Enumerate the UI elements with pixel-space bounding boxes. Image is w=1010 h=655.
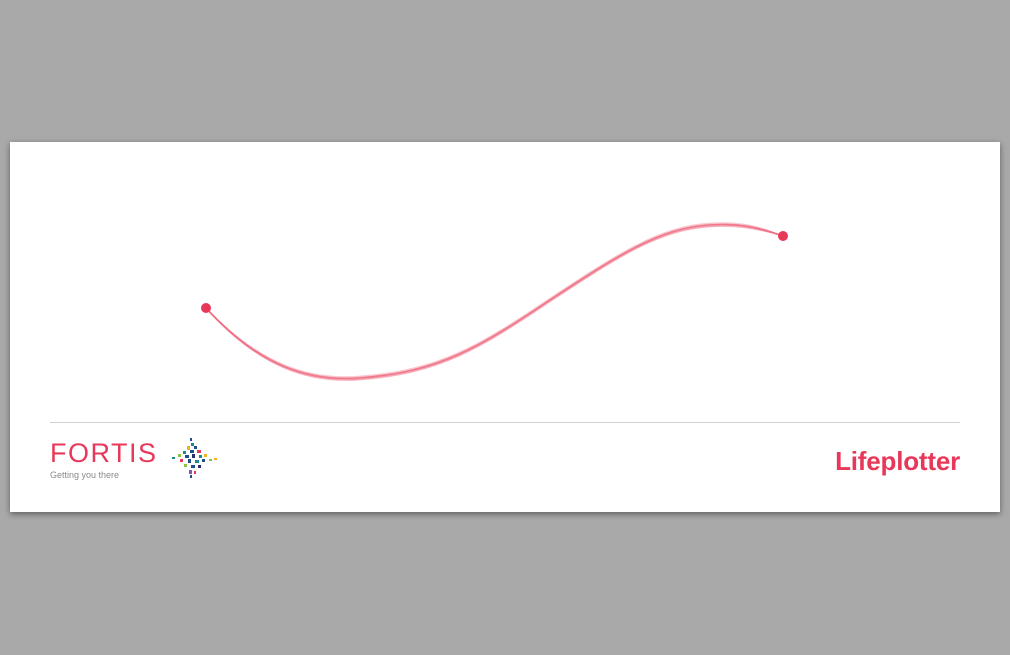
mosaic-tile: [192, 454, 195, 458]
mosaic-tile: [189, 470, 192, 474]
mosaic-tile: [197, 450, 201, 453]
mosaic-tile: [187, 446, 190, 450]
fortis-mosaic-icon: [172, 438, 217, 478]
mosaic-tile: [191, 465, 195, 468]
curve-stroke: [205, 226, 784, 381]
mosaic-tile: [190, 475, 192, 478]
curve-stroke: [205, 222, 784, 377]
curve-start-dot: [201, 303, 211, 313]
mosaic-tile: [194, 446, 197, 449]
mosaic-tile: [202, 459, 205, 462]
mosaic-tile: [190, 438, 192, 441]
banner-card: FORTIS Getting you there Lifeplotter: [10, 142, 1000, 512]
fortis-logo: FORTIS Getting you there: [50, 438, 240, 488]
mosaic-tile: [190, 450, 194, 453]
divider-line: [50, 422, 960, 423]
mosaic-tile: [178, 454, 181, 457]
mosaic-tile: [183, 451, 186, 454]
life-curve: [205, 222, 784, 381]
mosaic-tile: [204, 454, 207, 457]
mosaic-tile: [185, 455, 189, 458]
curve-stroke: [205, 225, 784, 381]
mosaic-tile: [172, 457, 175, 459]
mosaic-tile: [184, 464, 187, 467]
product-name: Lifeplotter: [835, 446, 960, 476]
mosaic-tile: [199, 455, 202, 458]
mosaic-tile: [188, 459, 191, 463]
life-curve-graphic: [201, 222, 788, 381]
mosaic-tile: [214, 458, 217, 460]
mosaic-tile: [194, 471, 196, 474]
mosaic-tile: [209, 459, 212, 461]
curve-stroke: [205, 223, 784, 380]
logo-wordmark: FORTIS: [50, 438, 158, 468]
curve-stroke: [205, 223, 784, 379]
logo-tagline: Getting you there: [50, 470, 120, 480]
mosaic-tile: [198, 465, 201, 468]
mosaic-tile: [180, 459, 183, 462]
mosaic-tile: [195, 460, 199, 463]
curve-end-dot: [778, 231, 788, 241]
mosaic-tile: [191, 443, 194, 446]
